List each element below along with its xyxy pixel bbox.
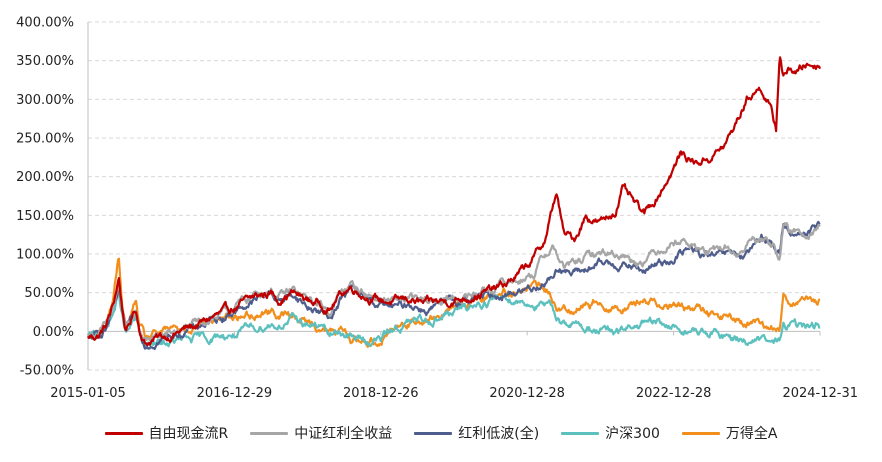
legend-item: 万得全A [681, 423, 778, 443]
legend-item: 自由现金流R [104, 423, 229, 443]
y-tick-label: 200.00% [16, 170, 74, 185]
legend-label: 万得全A [725, 426, 778, 442]
legend-swatch [561, 431, 600, 435]
legend-swatch [681, 431, 720, 435]
y-tick-label: 400.00% [16, 16, 74, 31]
y-tick-label: 50.00% [24, 286, 74, 301]
y-tick-label: 250.00% [16, 132, 74, 147]
series-line-3 [87, 289, 821, 349]
legend-item: 中证红利全收益 [250, 423, 392, 443]
legend-label: 自由现金流R [148, 426, 229, 442]
legend-label: 红利低波(全) [458, 426, 540, 442]
y-tick-label: -50.00% [20, 364, 74, 379]
y-tick-label: 100.00% [16, 248, 74, 263]
legend-swatch [414, 431, 453, 435]
plot-area [86, 56, 822, 351]
x-tick-label: 2020-12-28 [489, 386, 565, 401]
grid-lines [88, 21, 820, 371]
x-tick-label: 2018-12-26 [343, 386, 419, 401]
y-tick-label: 150.00% [16, 209, 74, 224]
x-tick-label: 2022-12-28 [636, 386, 712, 401]
x-tick-label: 2024-12-31 [782, 386, 858, 401]
legend-swatch [104, 431, 143, 435]
legend-label: 沪深300 [605, 426, 660, 442]
legend-label: 中证红利全收益 [294, 426, 393, 442]
x-axis: 2015-01-05 2016-12-29 2018-12-26 2020-12-28… [50, 330, 858, 401]
legend-item: 红利低波(全) [414, 423, 539, 443]
x-tick-label: 2016-12-29 [197, 386, 273, 401]
y-tick-label: 0.00% [33, 325, 74, 340]
y-tick-label: 300.00% [16, 93, 74, 108]
y-tick-label: 350.00% [16, 54, 74, 69]
legend-item: 沪深300 [561, 423, 660, 443]
y-axis: 400.00% 350.00% 300.00% 250.00% 200.00% 150.0… [16, 16, 89, 379]
legend: 自由现金流R 中证红利全收益 红利低波(全) 沪深300 万得全A [0, 420, 882, 446]
legend-swatch [250, 431, 289, 435]
series-line-0 [87, 56, 822, 347]
x-tick-label: 2015-01-05 [50, 386, 126, 401]
series-line-2 [87, 220, 821, 351]
